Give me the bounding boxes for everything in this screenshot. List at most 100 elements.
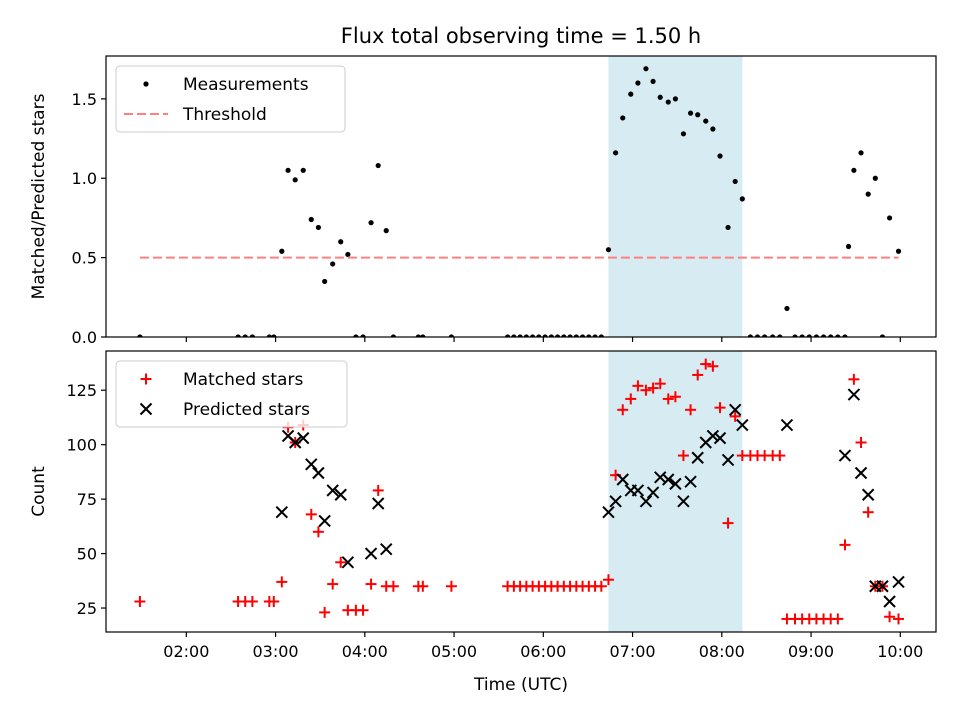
x-tick-label: 05:00 xyxy=(431,642,477,661)
predicted-stars-point xyxy=(677,495,690,508)
matched-stars-point xyxy=(365,578,377,590)
measurements-point xyxy=(717,153,723,159)
predicted-stars-point-b xyxy=(305,458,318,471)
predicted-stars-point-b xyxy=(684,475,697,488)
measurements-point xyxy=(851,167,857,173)
matched-stars-point xyxy=(625,393,637,405)
predicted-stars-point-b xyxy=(713,431,727,445)
count-legend: Matched stars Predicted stars xyxy=(115,360,348,428)
count-y-tick-label: 50 xyxy=(77,545,97,564)
measurements-point xyxy=(353,334,359,337)
predicted-stars-point-b xyxy=(838,449,852,462)
predicted-stars-legend-swatch xyxy=(139,402,153,416)
measurements-point xyxy=(703,118,709,124)
measurements-point xyxy=(842,334,848,337)
measurements-point xyxy=(592,334,598,337)
measurements-point xyxy=(235,334,241,337)
matched-stars-point xyxy=(617,404,629,416)
predicted-stars-point xyxy=(861,488,875,501)
predicted-stars-point-b xyxy=(654,471,667,484)
matched-stars-point xyxy=(700,358,712,370)
measurements-point xyxy=(806,334,812,337)
measurements-point xyxy=(530,334,536,337)
matched-stars-point xyxy=(387,580,399,592)
measurements-point xyxy=(777,334,783,337)
measurements-point xyxy=(799,334,805,337)
measurements-point xyxy=(330,261,336,267)
measurements-point xyxy=(879,334,886,337)
ratio-data xyxy=(137,66,902,337)
matched-stars-point xyxy=(832,613,844,625)
predicted-stars-point-b xyxy=(616,473,629,486)
measurements-point xyxy=(586,334,592,337)
predicted-stars-point xyxy=(713,431,727,445)
predicted-stars-point-b xyxy=(780,418,794,432)
matched-stars-point xyxy=(669,391,681,403)
predicted-stars-point-b xyxy=(721,453,735,467)
measurements-point xyxy=(605,247,612,253)
predicted-stars-point-b xyxy=(662,473,675,486)
measurements-point xyxy=(672,96,678,102)
count-legend-box xyxy=(115,360,348,428)
measurements-point xyxy=(249,334,255,337)
matched-stars-point xyxy=(312,526,324,538)
measurements-point xyxy=(643,66,649,72)
measurements-point xyxy=(511,334,517,337)
matched-stars-point xyxy=(595,580,607,592)
predicted-stars-point-b xyxy=(318,514,331,528)
matched-stars-point xyxy=(839,539,851,551)
measurements-point xyxy=(505,334,511,337)
measurements-point xyxy=(725,224,731,231)
matched-stars-point xyxy=(268,596,280,608)
ratio-axes-frame xyxy=(105,55,937,338)
predicted-stars-point-b xyxy=(275,505,289,519)
x-axis-label: Time (UTC) xyxy=(473,675,568,695)
predicted-stars-legend-label: Predicted stars xyxy=(183,400,310,420)
measurements-point xyxy=(657,94,663,100)
predicted-stars-point xyxy=(780,418,794,432)
count-y-tick-label: 25 xyxy=(77,599,97,618)
predicted-stars-point xyxy=(318,514,331,528)
measurements-point xyxy=(567,334,573,337)
matched-stars-point xyxy=(640,384,652,396)
predicted-stars-point-b xyxy=(281,429,295,443)
predicted-stars-point-b xyxy=(736,418,749,432)
measurements-point xyxy=(322,278,328,285)
predicted-stars-point-b xyxy=(312,466,325,480)
matched-stars-point xyxy=(276,576,288,588)
measurements-point xyxy=(865,191,871,197)
measurements-point xyxy=(308,216,314,223)
predicted-stars-point xyxy=(876,580,889,593)
measurements-point xyxy=(650,78,656,85)
measurements-point xyxy=(517,334,523,337)
measurements-point xyxy=(858,150,864,156)
predicted-stars-point xyxy=(639,495,653,508)
measurements-point xyxy=(448,334,454,337)
measurements-point xyxy=(279,248,285,254)
predicted-stars-point-b xyxy=(639,495,653,508)
measurements-point xyxy=(813,334,820,337)
measurements-point xyxy=(747,334,753,337)
matched-stars-point xyxy=(729,410,741,422)
predicted-stars-point-b xyxy=(334,488,347,501)
predicted-stars-point-b xyxy=(847,388,861,401)
predicted-stars-point-b xyxy=(883,595,896,608)
predicted-stars-point xyxy=(684,475,697,488)
measurements-point xyxy=(739,196,745,202)
matched-stars-point xyxy=(855,436,867,448)
predicted-stars-point-b xyxy=(288,436,302,449)
predicted-stars-point xyxy=(305,458,318,471)
x-tick-label: 03:00 xyxy=(253,642,299,661)
measurements-point xyxy=(315,224,322,231)
measurements-point xyxy=(687,110,694,116)
threshold-legend-label: Threshold xyxy=(182,105,267,125)
measurements-point xyxy=(573,334,579,337)
measurements-point xyxy=(292,177,298,183)
matched-stars-point xyxy=(327,578,339,590)
predicted-stars-point-b xyxy=(326,484,339,497)
matched-stars-point xyxy=(848,373,860,385)
measurements-point xyxy=(770,334,776,337)
matched-stars-point xyxy=(417,580,429,592)
x-tick-label: 06:00 xyxy=(520,642,566,661)
